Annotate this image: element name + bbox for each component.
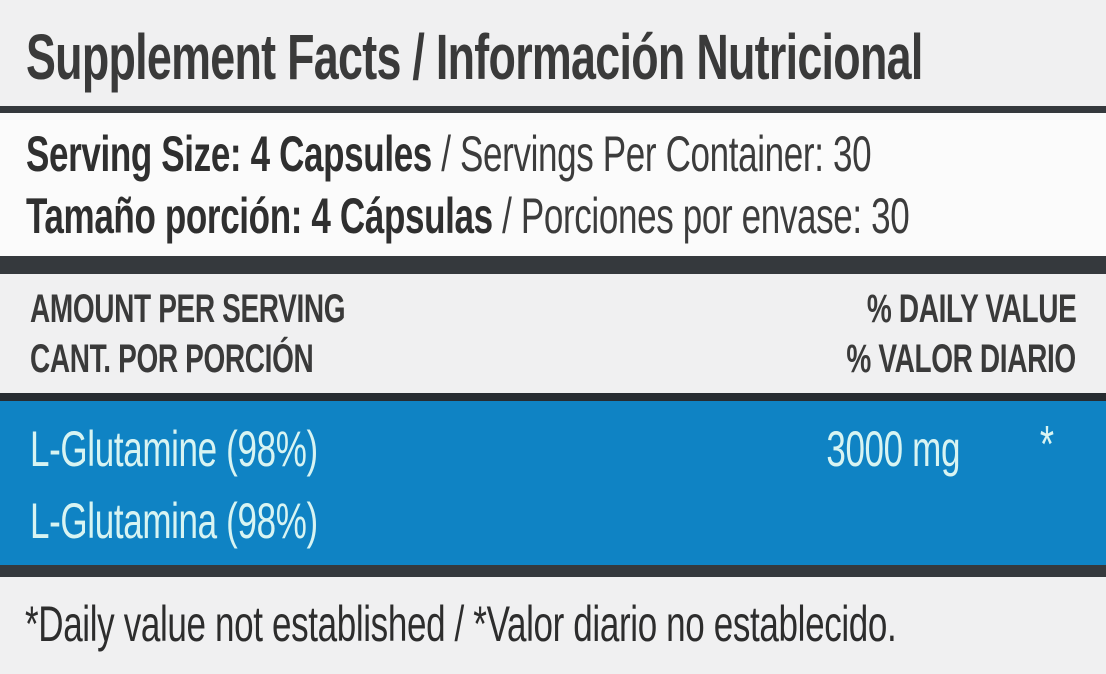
ingredient-daily-value-asterisk: * — [1040, 416, 1054, 474]
amount-per-serving-header-es: CANT. POR PORCIÓN — [30, 336, 314, 381]
divider-bar — [0, 565, 1106, 577]
divider-bar — [0, 393, 1106, 401]
footnote-section: *Daily value not established / *Valor di… — [0, 577, 1106, 674]
amount-per-serving-header-en: AMOUNT PER SERVING — [30, 286, 346, 331]
column-headers-section: AMOUNT PER SERVING % DAILY VALUE CANT. P… — [0, 274, 1106, 393]
serving-size-line-en: Serving Size: 4 Capsules / Servings Per … — [26, 123, 1106, 185]
ingredient-amount: 3000 mg — [826, 421, 960, 477]
column-header-row-es: CANT. POR PORCIÓN % VALOR DIARIO — [30, 334, 1076, 384]
label-header: Supplement Facts / Información Nutricion… — [0, 0, 1106, 106]
footnote: *Daily value not established / *Valor di… — [25, 596, 897, 652]
column-header-row-en: AMOUNT PER SERVING % DAILY VALUE — [30, 284, 1076, 334]
servings-per-container-en: / Servings Per Container: 30 — [431, 126, 872, 182]
serving-size-en: Serving Size: 4 Capsules — [26, 126, 432, 182]
ingredient-highlight-section: L-Glutamine (98%) 3000 mg * L-Glutamina … — [0, 401, 1106, 565]
servings-per-container-es: / Porciones por envase: 30 — [492, 188, 910, 244]
ingredient-row-es: L-Glutamina (98%) — [30, 485, 1106, 557]
section-divider-bar — [0, 256, 1106, 274]
daily-value-header-en: % DAILY VALUE — [866, 286, 1076, 331]
ingredient-name-es: L-Glutamina (98%) — [30, 493, 318, 549]
daily-value-header-es: % VALOR DIARIO — [846, 336, 1077, 381]
serving-size-es: Tamaño porción: 4 Cápsulas — [26, 188, 493, 244]
label-title: Supplement Facts / Información Nutricion… — [26, 21, 923, 93]
ingredient-name-en: L-Glutamine (98%) — [30, 421, 318, 477]
serving-info-section: Serving Size: 4 Capsules / Servings Per … — [0, 113, 1106, 256]
serving-size-line-es: Tamaño porción: 4 Cápsulas / Porciones p… — [26, 185, 1106, 247]
ingredient-row-en: L-Glutamine (98%) 3000 mg * — [30, 413, 1106, 485]
divider-bar — [0, 106, 1106, 113]
